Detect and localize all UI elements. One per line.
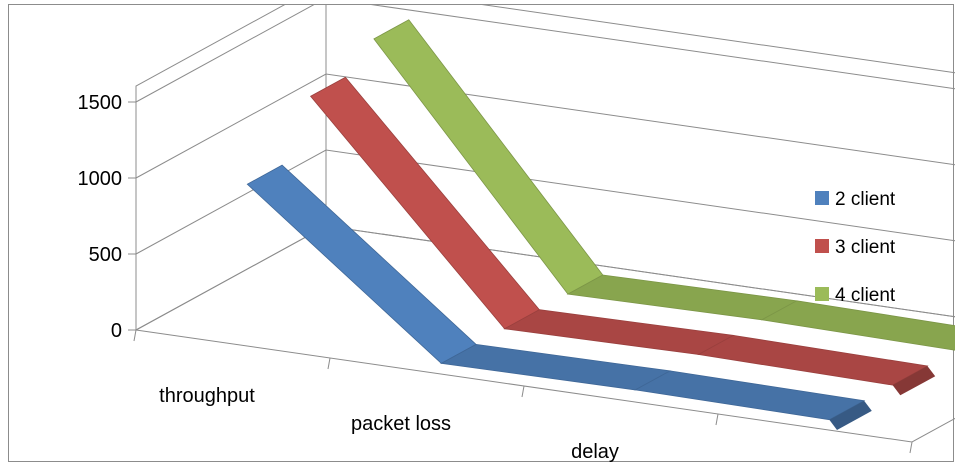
y-tick-label: 0 bbox=[111, 320, 122, 342]
axes bbox=[128, 101, 913, 454]
chart-walls bbox=[134, 5, 955, 443]
y-tick-label: 1500 bbox=[78, 92, 123, 114]
y-tick-label: 1000 bbox=[78, 168, 123, 190]
legend-item: 2 client bbox=[815, 189, 896, 210]
gridline bbox=[135, 5, 955, 103]
side-wall bbox=[135, 5, 327, 331]
series-3-client bbox=[309, 76, 936, 396]
legend-swatch bbox=[815, 239, 829, 253]
series-2-client bbox=[246, 164, 872, 430]
y-axis-tick-labels: 0 500 1000 1500 bbox=[78, 92, 123, 342]
gridline bbox=[135, 149, 955, 255]
legend-item: 3 client bbox=[815, 237, 896, 258]
floor bbox=[134, 225, 955, 443]
legend-label: 2 client bbox=[835, 189, 896, 210]
series-segment bbox=[697, 334, 929, 386]
legend-swatch bbox=[815, 287, 829, 301]
x-tick bbox=[521, 385, 525, 398]
legend-label: 4 client bbox=[835, 285, 896, 306]
series-end-cap bbox=[829, 400, 872, 430]
gridline bbox=[135, 73, 955, 179]
series-ribbons bbox=[246, 19, 955, 430]
x-tick-label: throughput bbox=[159, 385, 255, 407]
gridlines bbox=[135, 5, 955, 255]
series-segment bbox=[440, 343, 672, 391]
x-tick-label: packet loss bbox=[351, 413, 451, 435]
series-4-client bbox=[373, 19, 955, 351]
x-tick-label: delay bbox=[571, 441, 619, 463]
y-tick-label: 500 bbox=[89, 244, 122, 266]
legend: 2 client 3 client 4 client bbox=[815, 189, 896, 306]
legend-swatch bbox=[815, 191, 829, 205]
series-segment bbox=[634, 370, 866, 421]
x-tick bbox=[909, 441, 913, 454]
series-segment bbox=[566, 274, 799, 321]
legend-item: 4 client bbox=[815, 285, 896, 306]
legend-label: 3 client bbox=[835, 237, 896, 258]
series-segment bbox=[503, 309, 735, 355]
x-tick bbox=[327, 357, 331, 370]
x-tick bbox=[133, 329, 137, 342]
x-tick bbox=[715, 413, 719, 426]
series-segment bbox=[760, 300, 955, 351]
series-end-cap bbox=[892, 366, 936, 396]
